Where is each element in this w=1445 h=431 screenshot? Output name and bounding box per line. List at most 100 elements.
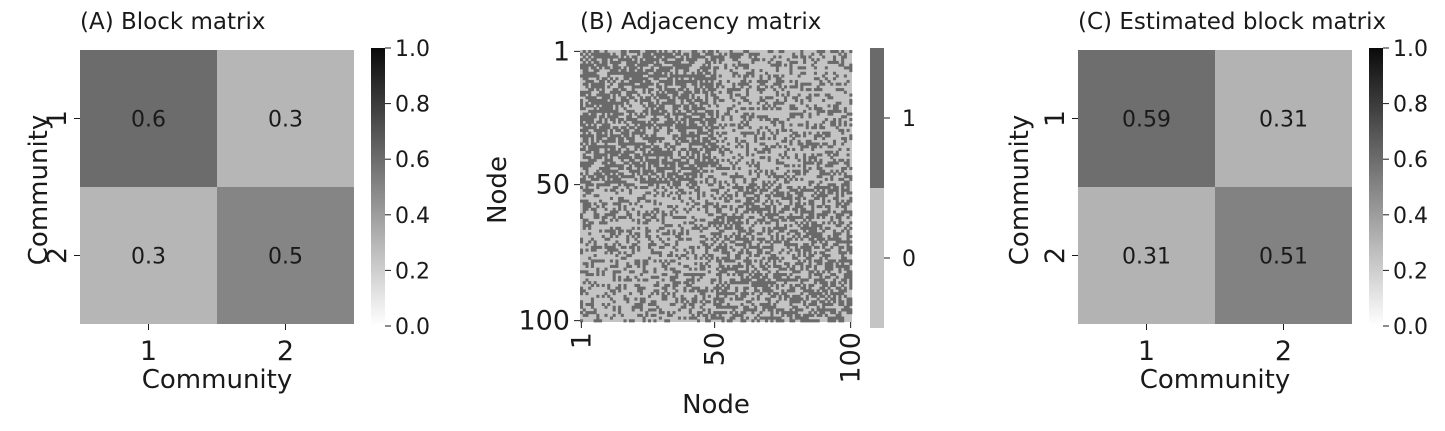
adjacency-edge-cell [702, 308, 706, 312]
adjacency-edge-cell [832, 243, 837, 247]
adjacency-edge-cell [626, 142, 630, 146]
adjacency-edge-cell [805, 145, 809, 149]
adjacency-edge-cell [705, 156, 709, 160]
adjacency-edge-cell [609, 213, 613, 217]
adjacency-edge-cell [784, 164, 788, 168]
adjacency-edge-cell [822, 278, 826, 282]
adjacency-edge-cell [648, 90, 652, 94]
adjacency-edge-cell [582, 137, 586, 141]
adjacency-edge-cell [639, 175, 643, 179]
adjacency-edge-cell [607, 248, 611, 252]
adjacency-edge-cell [648, 60, 652, 64]
adjacency-edge-cell [748, 207, 752, 211]
adjacency-edge-cell [639, 300, 643, 304]
adjacency-edge-cell [696, 313, 701, 317]
adjacency-edge-cell [759, 292, 763, 296]
adjacency-edge-cell [580, 66, 584, 70]
adjacency-edge-cell [778, 60, 782, 64]
adjacency-edge-cell [789, 297, 793, 301]
adjacency-edge-cell [838, 177, 842, 181]
adjacency-edge-cell [737, 256, 741, 260]
adjacency-edge-cell [628, 63, 633, 67]
adjacency-edge-cell [669, 145, 673, 149]
adjacency-edge-cell [751, 191, 755, 195]
adjacency-edge-cell [618, 128, 622, 132]
adjacency-edge-cell [808, 166, 812, 171]
adjacency-edge-cell [713, 300, 717, 304]
adjacency-edge-cell [588, 188, 592, 192]
adjacency-edge-cell [642, 90, 646, 94]
y-tick-label: 1 [553, 36, 570, 67]
adjacency-edge-cell [718, 79, 722, 83]
adjacency-edge-cell [612, 134, 616, 138]
adjacency-edge-cell [669, 164, 673, 168]
adjacency-edge-cell [830, 281, 834, 285]
adjacency-edge-cell [808, 161, 812, 165]
adjacency-edge-cell [661, 137, 665, 141]
adjacency-edge-cell [794, 172, 798, 176]
adjacency-edge-cell [832, 237, 837, 241]
adjacency-edge-cell [781, 292, 785, 296]
adjacency-edge-cell [816, 175, 820, 179]
adjacency-edge-cell [775, 63, 779, 67]
adjacency-edge-cell [582, 281, 586, 285]
adjacency-edge-cell [816, 188, 820, 192]
adjacency-edge-cell [669, 186, 673, 190]
adjacency-edge-cell [618, 215, 622, 219]
adjacency-edge-cell [808, 270, 812, 274]
adjacency-edge-cell [658, 316, 662, 320]
adjacency-edge-cell [767, 229, 771, 233]
adjacency-edge-cell [648, 191, 652, 195]
adjacency-edge-cell [849, 177, 853, 181]
adjacency-edge-cell [794, 215, 798, 219]
adjacency-edge-cell [770, 308, 774, 312]
adjacency-edge-cell [637, 259, 641, 263]
adjacency-edge-cell [819, 226, 823, 230]
adjacency-edge-cell [819, 286, 823, 290]
adjacency-edge-cell [789, 302, 793, 307]
adjacency-edge-cell [699, 71, 703, 75]
adjacency-edge-cell [732, 82, 736, 86]
adjacency-edge-cell [775, 226, 779, 230]
adjacency-edge-cell [835, 126, 839, 130]
adjacency-edge-cell [827, 286, 831, 290]
adjacency-edge-cell [710, 112, 714, 116]
adjacency-edge-cell [808, 107, 812, 111]
adjacency-edge-cell [590, 74, 594, 78]
adjacency-edge-cell [735, 267, 739, 271]
adjacency-edge-cell [672, 93, 676, 97]
adjacency-edge-cell [653, 115, 657, 119]
adjacency-edge-cell [792, 131, 796, 135]
adjacency-edge-cell [745, 292, 749, 296]
adjacency-edge-cell [816, 153, 820, 157]
adjacency-edge-cell [677, 158, 681, 162]
adjacency-edge-cell [601, 218, 605, 222]
adjacency-edge-cell [849, 262, 853, 266]
adjacency-edge-cell [677, 96, 681, 100]
adjacency-edge-cell [639, 66, 643, 70]
adjacency-edge-cell [797, 93, 801, 97]
adjacency-edge-cell [582, 205, 586, 209]
adjacency-edge-cell [781, 273, 785, 277]
adjacency-edge-cell [813, 273, 817, 277]
adjacency-edge-cell [805, 264, 809, 268]
adjacency-edge-cell [737, 313, 741, 317]
adjacency-edge-cell [705, 202, 709, 206]
adjacency-edge-cell [580, 98, 584, 103]
adjacency-edge-cell [667, 292, 671, 296]
adjacency-edge-cell [751, 292, 755, 296]
adjacency-edge-cell [718, 262, 722, 266]
adjacency-edge-cell [637, 69, 641, 73]
adjacency-edge-cell [819, 153, 823, 157]
adjacency-edge-cell [838, 118, 842, 122]
adjacency-edge-cell [707, 259, 711, 263]
adjacency-edge-cell [656, 180, 660, 184]
adjacency-edge-cell [721, 283, 725, 287]
adjacency-edge-cell [699, 240, 703, 244]
adjacency-edge-cell [775, 93, 779, 97]
adjacency-edge-cell [716, 259, 720, 263]
adjacency-edge-cell [694, 273, 698, 277]
adjacency-edge-cell [811, 300, 815, 304]
adjacency-edge-cell [724, 294, 728, 298]
